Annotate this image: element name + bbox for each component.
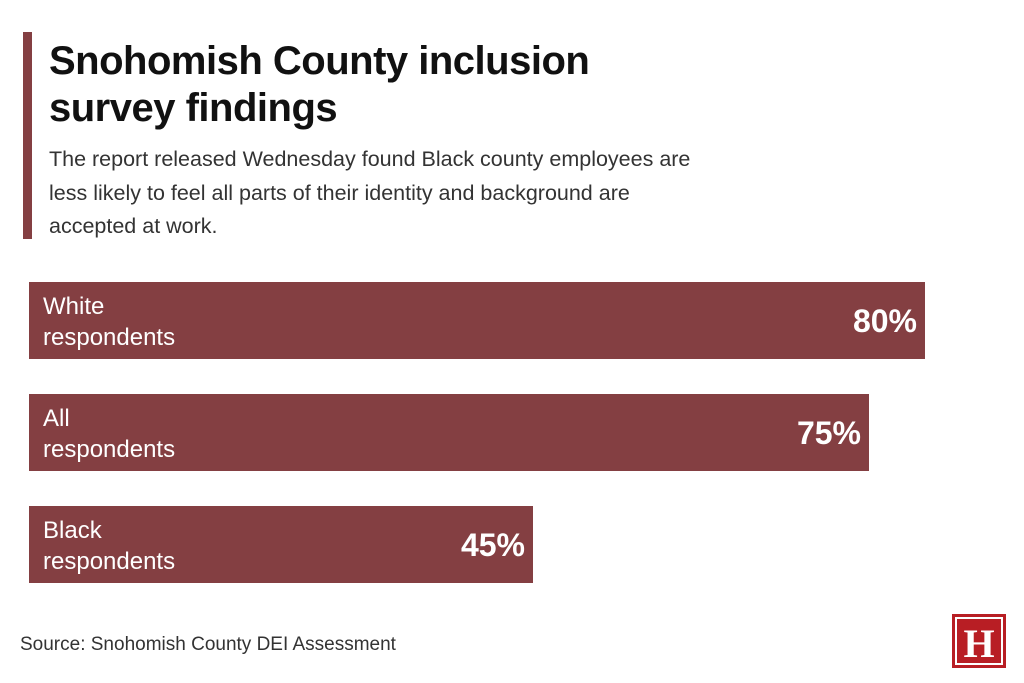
source-note: Source: Snohomish County DEI Assessment [20,634,396,655]
bar-chart: White respondents 80% All respondents 75% Blac… [29,282,925,583]
bar-category-label: respondents [43,324,175,351]
bar-group: Black respondents 45% [29,506,533,583]
herald-logo: H [952,614,1006,668]
bar [29,282,925,359]
bar-category-label: Black [43,517,103,544]
chart-title: Snohomish County inclusion survey findin… [49,39,590,130]
bar-value-label: 75% [797,415,861,451]
bar-group: All respondents 75% [29,394,869,471]
bar-category-label: respondents [43,436,175,463]
bar-category-label: respondents [43,548,175,575]
bar [29,394,869,471]
logo-letter: H [963,621,994,666]
chart-subtitle: The report released Wednesday found Blac… [49,147,691,238]
accent-rule [23,32,32,239]
bar-value-label: 80% [853,303,917,339]
bar-group: White respondents 80% [29,282,925,359]
bar-category-label: White [43,293,104,320]
bar-category-label: All [43,405,70,432]
bar [29,506,533,583]
bar-value-label: 45% [461,527,525,563]
